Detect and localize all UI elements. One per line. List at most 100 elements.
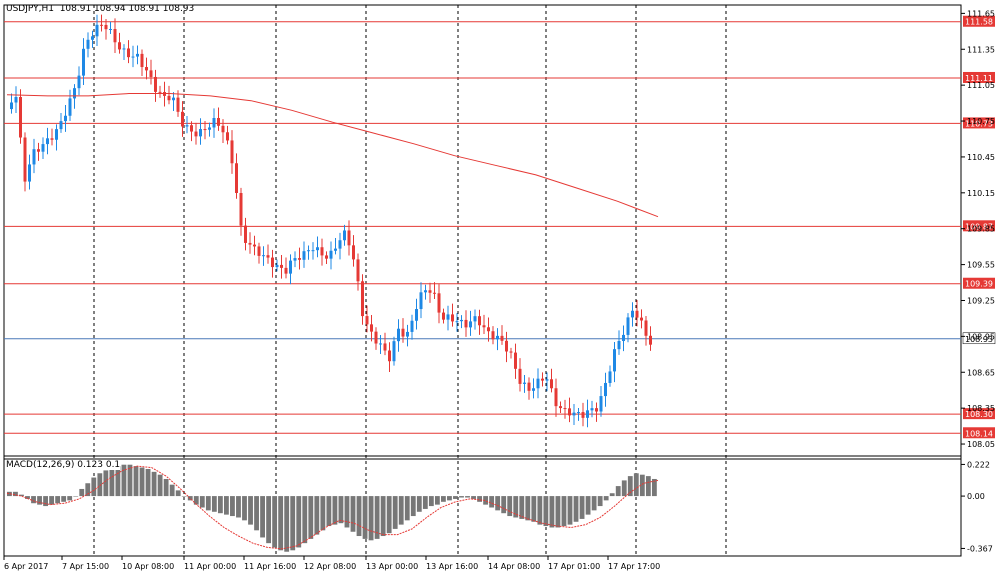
level-badge xyxy=(963,277,995,289)
macd-bar xyxy=(651,478,657,497)
macd-bar xyxy=(61,496,67,502)
price-tick-label: 111.05 xyxy=(967,81,995,90)
candle-up xyxy=(473,316,477,322)
candle-up xyxy=(82,48,85,76)
level-label: 109.87 xyxy=(965,222,993,231)
candle-down xyxy=(118,42,121,50)
candle-down xyxy=(190,125,193,132)
candle-down xyxy=(248,242,252,245)
macd-bar xyxy=(627,476,633,497)
candle-down xyxy=(284,267,288,274)
time-tick-label: 17 Apr 17:00 xyxy=(608,562,660,571)
candle-up xyxy=(293,258,297,261)
candle-up xyxy=(455,321,459,323)
candle-up xyxy=(397,328,400,342)
candle-down xyxy=(50,138,54,140)
macd-bar xyxy=(181,496,187,497)
candle-up xyxy=(496,335,499,340)
macd-bar xyxy=(284,496,290,552)
candle-down xyxy=(464,319,468,328)
macd-bar xyxy=(7,491,12,497)
candle-up xyxy=(545,379,549,381)
macd-bar xyxy=(260,496,265,538)
macd-bar xyxy=(495,496,501,511)
candle-down xyxy=(100,24,103,26)
candle-down xyxy=(554,388,558,407)
candle-down xyxy=(140,53,144,68)
candle-down xyxy=(478,316,481,326)
macd-bar xyxy=(591,496,597,511)
chart-frame xyxy=(3,4,962,557)
candle-up xyxy=(599,396,603,412)
candle-down xyxy=(374,331,378,344)
candle-up xyxy=(302,251,306,260)
macd-bar xyxy=(338,496,344,524)
macd-bar xyxy=(19,494,24,497)
price-tick-label: 108.35 xyxy=(967,404,995,413)
candle-down xyxy=(221,125,225,133)
candle-down xyxy=(500,335,504,341)
macd-bar xyxy=(332,496,338,525)
candle-down xyxy=(451,314,454,322)
macd-bar xyxy=(169,484,175,497)
candle-up xyxy=(95,24,99,37)
candle-down xyxy=(518,368,522,384)
macd-bar xyxy=(489,496,495,508)
macd-bar xyxy=(633,473,639,497)
level-badge xyxy=(963,71,995,83)
candle-up xyxy=(55,129,58,140)
candle-up xyxy=(617,341,621,350)
macd-bar xyxy=(25,496,30,499)
candle-up xyxy=(469,321,472,328)
candle-down xyxy=(356,259,360,282)
candle-down xyxy=(370,324,373,332)
time-tick-label: 14 Apr 08:00 xyxy=(488,562,540,571)
candle-up xyxy=(392,341,396,362)
candle-down xyxy=(442,312,445,320)
ohlc-readout: 108.91 108.94 108.91 108.93 xyxy=(59,4,195,14)
candle-up xyxy=(14,96,18,103)
macd-bar xyxy=(103,470,109,497)
time-tick-label: 13 Apr 16:00 xyxy=(426,562,478,571)
candle-up xyxy=(10,102,13,110)
macd-bar xyxy=(290,496,296,551)
candle-down xyxy=(487,327,490,332)
price-tick-label: 110.45 xyxy=(967,153,995,162)
candle-down xyxy=(649,335,652,345)
candle-down xyxy=(19,96,22,138)
level-label: 109.39 xyxy=(965,280,993,289)
macd-bar xyxy=(85,483,91,497)
macd-bar xyxy=(483,496,489,505)
candle-down xyxy=(271,257,274,268)
time-tick-label: 12 Apr 08:00 xyxy=(304,562,356,571)
level-badge xyxy=(963,427,995,439)
macd-bar xyxy=(157,474,163,497)
candle-up xyxy=(91,36,94,40)
price-tick-label: 109.25 xyxy=(967,296,995,305)
macd-bar xyxy=(549,496,555,528)
candle-down xyxy=(320,247,324,256)
candle-down xyxy=(203,129,207,131)
candle-up xyxy=(122,48,126,50)
candle-up xyxy=(86,39,90,49)
macd-bar xyxy=(67,496,73,501)
candle-down xyxy=(239,193,243,226)
macd-bar xyxy=(555,496,561,528)
candle-down xyxy=(325,255,328,259)
level-label: 111.11 xyxy=(965,74,993,83)
macd-bar xyxy=(398,496,404,525)
macd-bar xyxy=(139,467,145,497)
time-tick-label: 6 Apr 2017 xyxy=(4,562,48,571)
candle-up xyxy=(631,310,634,318)
candle-up xyxy=(608,371,612,383)
macd-bar xyxy=(145,468,151,497)
candle-down xyxy=(581,412,585,418)
candle-up xyxy=(329,250,333,259)
level-label: 108.14 xyxy=(965,429,993,438)
candle-up xyxy=(77,75,81,89)
macd-bar xyxy=(224,496,229,515)
macd-bar xyxy=(163,478,169,497)
candle-down xyxy=(437,293,441,313)
macd-tick-label: -0.367 xyxy=(967,544,993,553)
